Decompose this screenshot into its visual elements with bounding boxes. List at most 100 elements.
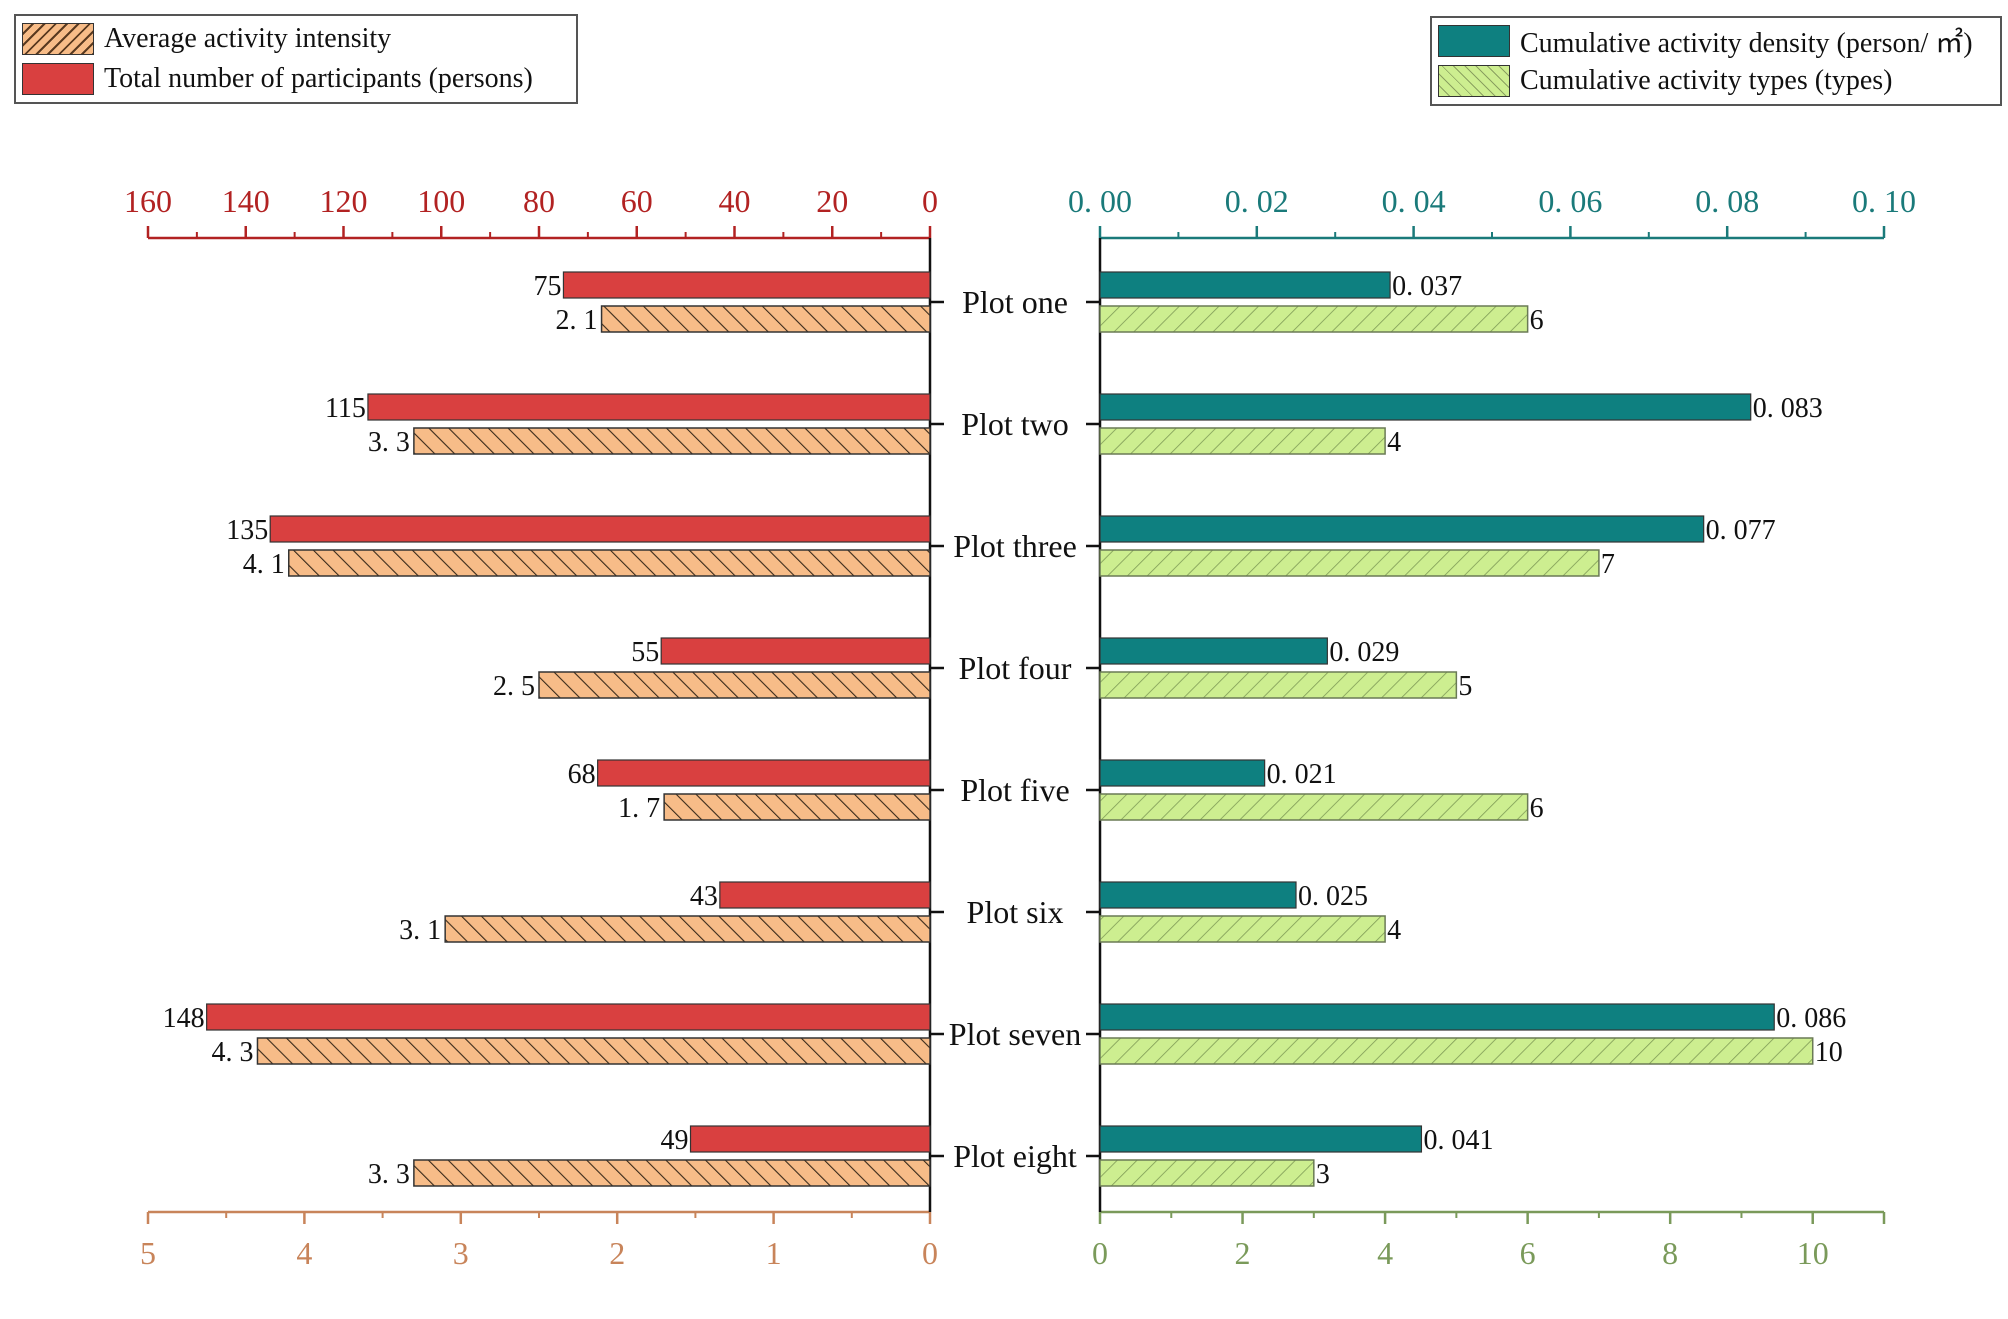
legend-item-types: Cumulative activity types (types) — [1438, 64, 1892, 98]
right-top-tick-label: 0. 00 — [1068, 183, 1132, 219]
bar-types — [1099, 793, 1529, 821]
bar-participants — [367, 393, 931, 421]
bar-intensity — [413, 427, 931, 455]
label-intensity: 4. 1 — [243, 549, 285, 580]
label-participants: 49 — [661, 1125, 689, 1156]
legend-swatch-solid — [22, 63, 94, 95]
label-intensity: 3. 3 — [368, 1159, 410, 1190]
label-density: 0. 037 — [1392, 271, 1462, 302]
left-top-tick-label: 0 — [922, 183, 938, 219]
label-types: 10 — [1815, 1037, 1843, 1068]
bar-participants — [597, 759, 931, 787]
label-types: 3 — [1316, 1159, 1330, 1190]
bar-density — [1099, 393, 1752, 421]
left-bottom-tick-label: 3 — [453, 1235, 469, 1271]
bar-types — [1099, 549, 1600, 577]
bar-types — [1099, 915, 1386, 943]
label-participants: 148 — [163, 1003, 205, 1034]
right-top-tick-label: 0. 06 — [1538, 183, 1602, 219]
label-intensity: 1. 7 — [618, 793, 660, 824]
label-density: 0. 086 — [1776, 1003, 1846, 1034]
label-types: 5 — [1458, 671, 1472, 702]
bar-participants — [719, 881, 931, 909]
right-bottom-tick-label: 6 — [1520, 1235, 1536, 1271]
label-density: 0. 041 — [1423, 1125, 1493, 1156]
left-top-tick-label: 20 — [816, 183, 848, 219]
category-label: Plot five — [960, 772, 1069, 808]
bar-density — [1099, 515, 1705, 543]
legend-item-density: Cumulative activity density (person/ ㎡) — [1438, 24, 1973, 59]
label-types: 6 — [1530, 305, 1544, 336]
bar-participants — [562, 271, 931, 299]
label-density: 0. 077 — [1706, 515, 1776, 546]
label-participants: 135 — [226, 515, 268, 546]
bar-types — [1099, 427, 1386, 455]
label-density: 0. 029 — [1329, 637, 1399, 668]
bar-intensity — [256, 1037, 931, 1065]
bar-types — [1099, 1037, 1814, 1065]
category-label: Plot eight — [953, 1138, 1077, 1174]
left-top-tick-label: 140 — [222, 183, 270, 219]
bar-density — [1099, 637, 1328, 665]
bar-types — [1099, 305, 1529, 333]
label-participants: 75 — [533, 271, 561, 302]
bar-participants — [660, 637, 931, 665]
legend-label: Average activity intensity — [104, 23, 392, 54]
label-intensity: 3. 3 — [368, 427, 410, 458]
bar-intensity — [538, 671, 931, 699]
bar-participants — [689, 1125, 931, 1153]
legend-left: Average activity intensity Total number … — [14, 14, 578, 104]
left-top-tick-label: 80 — [523, 183, 555, 219]
right-bottom-tick-label: 10 — [1797, 1235, 1829, 1271]
label-types: 4 — [1387, 915, 1401, 946]
legend-swatch-hatch — [22, 23, 94, 55]
left-top-tick-label: 100 — [417, 183, 465, 219]
legend-label: Cumulative activity density (person/ ㎡) — [1520, 28, 1973, 59]
left-bottom-tick-label: 2 — [609, 1235, 625, 1271]
label-types: 7 — [1601, 549, 1615, 580]
bar-intensity — [288, 549, 931, 577]
right-bottom-tick-label: 2 — [1235, 1235, 1251, 1271]
label-density: 0. 025 — [1298, 881, 1368, 912]
category-label: Plot six — [967, 894, 1064, 930]
category-label: Plot two — [961, 406, 1069, 442]
left-bottom-tick-label: 0 — [922, 1235, 938, 1271]
label-participants: 115 — [325, 393, 366, 424]
bar-density — [1099, 881, 1297, 909]
label-participants: 68 — [568, 759, 596, 790]
label-density: 0. 083 — [1753, 393, 1823, 424]
label-intensity: 4. 3 — [211, 1037, 253, 1068]
legend-swatch-hatch — [1438, 65, 1510, 97]
category-label: Plot seven — [949, 1016, 1081, 1052]
bar-density — [1099, 1003, 1775, 1031]
right-bottom-tick-label: 4 — [1377, 1235, 1393, 1271]
category-label: Plot four — [959, 650, 1072, 686]
label-intensity: 2. 1 — [556, 305, 598, 336]
right-top-tick-label: 0. 10 — [1852, 183, 1916, 219]
legend-swatch-solid — [1438, 25, 1510, 57]
right-bottom-tick-label: 8 — [1662, 1235, 1678, 1271]
bar-intensity — [444, 915, 931, 943]
right-top-tick-label: 0. 04 — [1382, 183, 1446, 219]
category-label: Plot one — [962, 284, 1068, 320]
label-types: 4 — [1387, 427, 1401, 458]
bar-density — [1099, 759, 1266, 787]
bar-participants — [206, 1003, 931, 1031]
label-participants: 43 — [690, 881, 718, 912]
label-density: 0. 021 — [1267, 759, 1337, 790]
label-types: 6 — [1530, 793, 1544, 824]
left-top-tick-label: 120 — [320, 183, 368, 219]
legend-label: Cumulative activity types (types) — [1520, 65, 1893, 96]
right-top-tick-label: 0. 08 — [1695, 183, 1759, 219]
left-top-tick-label: 40 — [719, 183, 751, 219]
bar-participants — [269, 515, 931, 543]
bar-density — [1099, 271, 1391, 299]
label-participants: 55 — [631, 637, 659, 668]
left-top-tick-label: 60 — [621, 183, 653, 219]
left-top-tick-label: 160 — [124, 183, 172, 219]
bar-intensity — [600, 305, 931, 333]
left-bottom-tick-label: 1 — [766, 1235, 782, 1271]
label-intensity: 3. 1 — [399, 915, 441, 946]
bar-density — [1099, 1125, 1423, 1153]
